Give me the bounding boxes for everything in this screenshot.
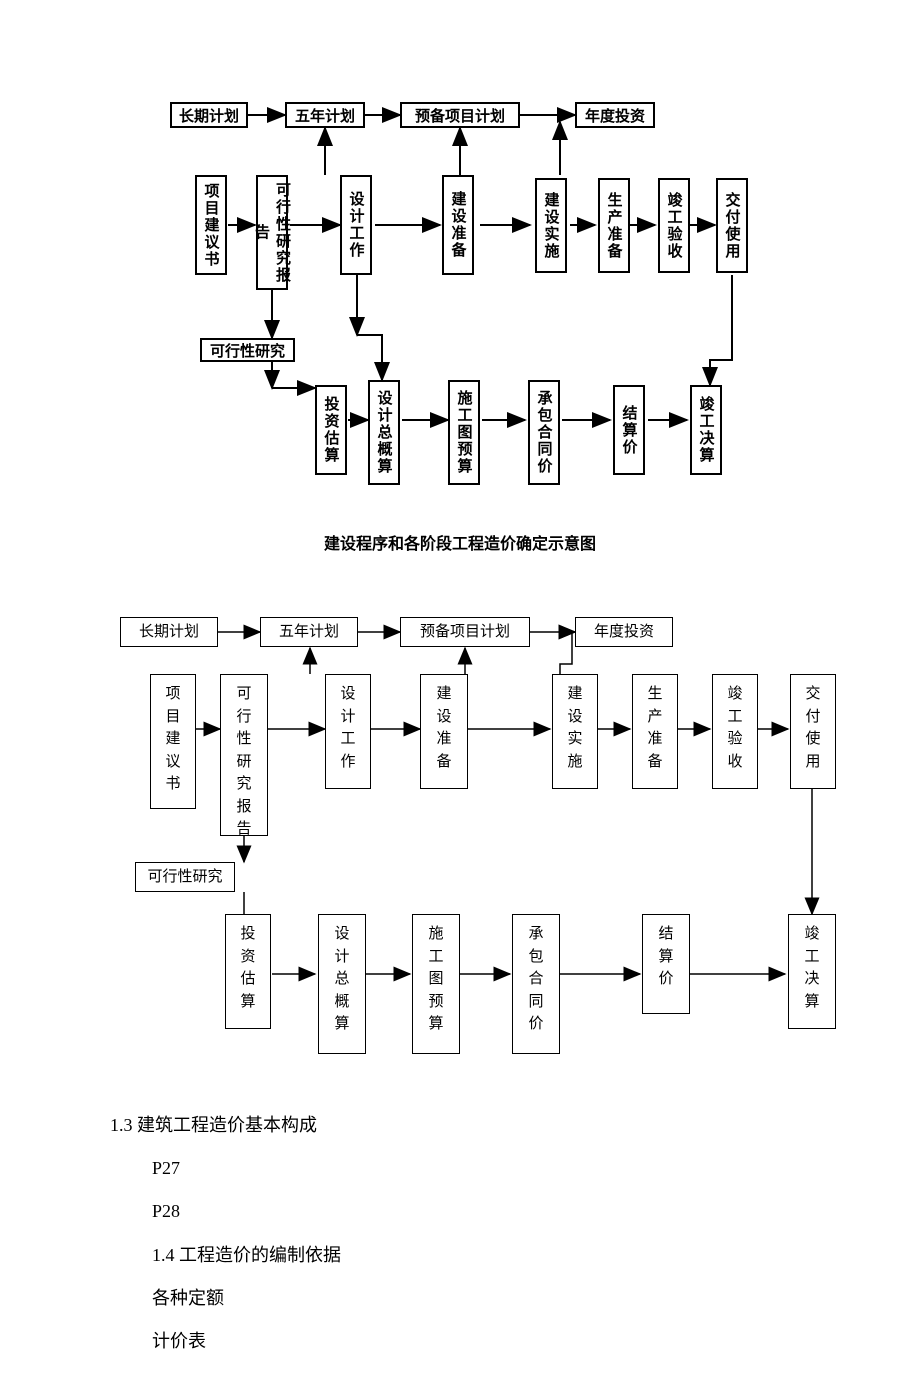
clean-constr-prep: 建设准备 [420,674,468,789]
clean-feas-report: 可行性研究报告 [220,674,268,836]
clean-design: 设计工作 [325,674,371,789]
node-completion-accept: 竣工验收 [658,178,690,273]
clean-settlement: 结算价 [642,914,690,1014]
text-price-table: 计价表 [110,1320,900,1363]
clean-diagram: 长期计划 五年计划 预备项目计划 年度投资 项目建议书 可行性研究报告 设计工作… [120,614,840,1064]
node-annual-invest: 年度投资 [575,102,655,128]
node-fiveyear-plan: 五年计划 [285,102,365,128]
clean-longterm: 长期计划 [120,617,218,647]
clean-proposal: 项目建议书 [150,674,196,809]
node-feasibility-report: 可行性研究报告 [256,175,288,290]
clean-contract-price: 承包合同价 [512,914,560,1054]
node-longterm-plan: 长期计划 [170,102,248,128]
clean-constr-impl: 建设实施 [552,674,598,789]
node-proposal: 项目建议书 [195,175,227,275]
clean-draw-budget: 施工图预算 [412,914,460,1054]
node-design-work: 设计工作 [340,175,372,275]
node-invest-estimate: 投资估算 [315,385,347,475]
p27: P27 [110,1147,900,1190]
section-1-4: 1.4 工程造价的编制依据 [110,1234,900,1277]
clean-invest-est: 投资估算 [225,914,271,1029]
node-construction-drawing-budget: 施工图预算 [448,380,480,485]
clean-design-budget: 设计总概算 [318,914,366,1054]
node-delivery-use: 交付使用 [716,178,748,273]
text-quotas: 各种定额 [110,1277,900,1320]
node-settlement-price: 结算价 [613,385,645,475]
clean-feas-study: 可行性研究 [135,862,235,892]
clean-annual: 年度投资 [575,617,673,647]
node-design-budget: 设计总概算 [368,380,400,485]
node-feasibility-study: 可行性研究 [200,338,295,362]
node-construction-impl: 建设实施 [535,178,567,273]
section-1-3: 1.3 建筑工程造价基本构成 [110,1104,900,1147]
clean-fiveyear: 五年计划 [260,617,358,647]
clean-delivery: 交付使用 [790,674,836,789]
clean-reserve: 预备项目计划 [400,617,530,647]
node-construction-prep: 建设准备 [442,175,474,275]
body-text: 1.3 建筑工程造价基本构成 P27 P28 1.4 工程造价的编制依据 各种定… [110,1104,900,1363]
clean-final-acct: 竣工决算 [788,914,836,1029]
node-contract-price: 承包合同价 [528,380,560,485]
scanned-caption: 建设程序和各阶段工程造价确定示意图 [20,530,900,554]
clean-complete-accept: 竣工验收 [712,674,758,789]
node-production-prep: 生产准备 [598,178,630,273]
node-reserve-plan: 预备项目计划 [400,102,520,128]
p28: P28 [110,1190,900,1233]
node-final-accounts: 竣工决算 [690,385,722,475]
clean-prod-prep: 生产准备 [632,674,678,789]
scanned-diagram: 长期计划 五年计划 预备项目计划 年度投资 项目建议书 可行性研究报告 设计工作… [170,100,770,510]
